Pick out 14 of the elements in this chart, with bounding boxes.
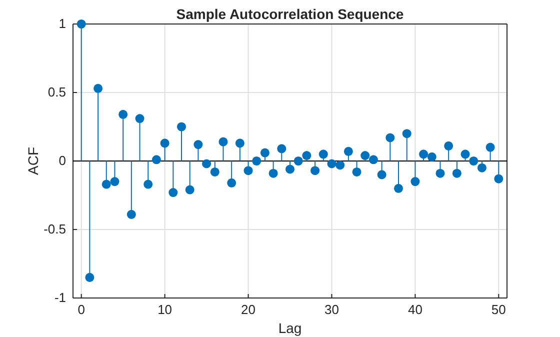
y-tick-label: -0.5 xyxy=(44,222,66,237)
y-axis-title: ACF xyxy=(25,147,41,175)
x-tick-label: 40 xyxy=(408,302,422,318)
x-axis-title: Lag xyxy=(278,320,302,336)
y-tick-label: -1 xyxy=(54,290,66,306)
x-tick-label: 30 xyxy=(324,302,339,318)
y-tick-label: 1 xyxy=(58,16,66,32)
x-tick-label: 20 xyxy=(241,302,256,318)
y-tick-label: 0.5 xyxy=(48,84,66,100)
x-tick-label: 10 xyxy=(158,302,172,318)
y-tick-label: 0 xyxy=(58,153,66,168)
x-tick-label: 0 xyxy=(78,302,85,318)
chart-title: Sample Autocorrelation Sequence xyxy=(176,6,404,22)
x-tick-label: 50 xyxy=(491,302,506,318)
